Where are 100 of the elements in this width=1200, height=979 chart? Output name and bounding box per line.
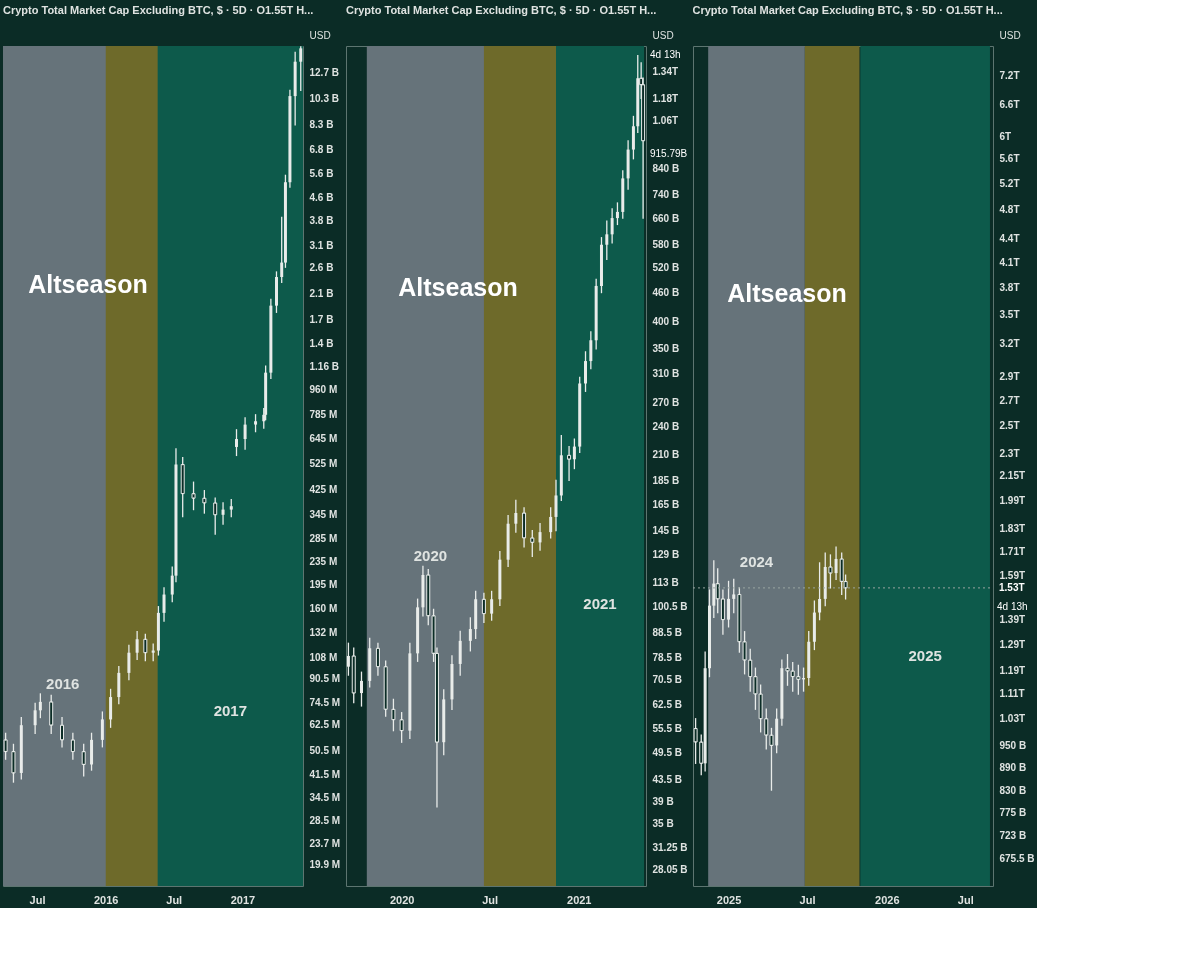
y-axis-title: USD [309, 29, 331, 41]
candlestick [3, 732, 8, 760]
y-tick-label: 4.6 B [309, 191, 334, 203]
y-tick-label: 2.9T [999, 370, 1020, 382]
y-tick-label: 950 B [999, 739, 1027, 751]
y-tick-label: 345 M [309, 509, 338, 521]
y-tick-label: 55.5 B [652, 723, 682, 735]
y-tick-label: 525 M [309, 457, 338, 469]
y-tick-label: 1.11T [999, 688, 1025, 700]
y-tick-label: 3.2T [999, 338, 1020, 350]
y-tick-label: 5.6 B [309, 167, 334, 179]
y-tick-label: 460 B [652, 287, 680, 299]
candlestick [202, 490, 207, 514]
y-tick-label: 195 M [309, 579, 338, 591]
y-tick-label: 210 B [652, 448, 680, 460]
y-tick-label: 2.3T [999, 447, 1020, 459]
y-tick-label: 350 B [652, 343, 680, 355]
y-tick-label: 1.19T [999, 665, 1026, 677]
y-tick-label: 840 B [652, 162, 680, 174]
x-tick-label: Jul [799, 893, 816, 906]
candlestick [522, 507, 527, 548]
y-tick-label: 70.5 B [652, 673, 682, 685]
x-tick-label: Jul [166, 893, 183, 906]
y-tick-label: 4.1T [999, 256, 1020, 268]
y-tick-label: 19.9 M [309, 859, 341, 871]
y-tick-label: 3.1 B [309, 240, 334, 252]
y-tick-label: 425 M [309, 483, 338, 495]
y-tick-label: 1.29T [999, 638, 1026, 650]
chart-title: Crypto Total Market Cap Excluding BTC, $ · 5D · O1.55T H... [3, 4, 314, 16]
annotation: Altseason [398, 273, 518, 302]
band-label: 2017 [213, 702, 248, 720]
y-tick-label: 580 B [652, 239, 680, 251]
y-tick-label: 10.3 B [309, 92, 339, 104]
annotation: Altseason [727, 278, 847, 307]
y-tick-label: 35 B [652, 818, 674, 830]
y-tick-label: 645 M [309, 432, 338, 444]
y-tick-label: 74.5 M [309, 697, 341, 709]
text: 915.79B [650, 147, 688, 159]
candlestick [351, 647, 356, 704]
y-tick-label: 5.2T [999, 177, 1020, 189]
y-tick-label: 3.5T [999, 308, 1020, 320]
y-tick-label: 41.5 M [309, 768, 341, 780]
y-tick-label: 5.6T [999, 153, 1020, 165]
y-tick-label: 270 B [652, 396, 680, 408]
y-tick-label: 145 B [652, 525, 680, 537]
y-tick-label: 1.4 B [309, 337, 334, 349]
y-tick-label: 2.5T [999, 420, 1020, 432]
y-tick-label: 1.71T [999, 545, 1026, 557]
x-tick-label: 2021 [567, 893, 592, 906]
band-label: 2024 [739, 552, 774, 570]
y-tick-label: 520 B [652, 261, 680, 273]
y-tick-label: 1.99T [999, 495, 1026, 507]
x-tick-label: Jul [482, 893, 499, 906]
x-tick-label: 2016 [94, 893, 119, 906]
chart-title: Crypto Total Market Cap Excluding BTC, $ · 5D · O1.55T H... [692, 4, 1003, 16]
y-tick-label: 4.4T [999, 233, 1020, 245]
y-tick-label: 28.05 B [652, 864, 688, 876]
x-tick-label: 2026 [875, 893, 900, 906]
y-tick-label: 740 B [652, 188, 680, 200]
y-tick-label: 1.39T [999, 614, 1026, 626]
y-tick-label: 3.8T [999, 281, 1020, 293]
y-tick-label: 185 B [652, 474, 680, 486]
y-tick-label: 6.6T [999, 99, 1020, 111]
y-tick-label: 1.7 B [309, 313, 334, 325]
y-tick-label: 78.5 B [652, 651, 682, 663]
y-tick-label: 785 M [309, 408, 338, 420]
x-tick-label: Jul [957, 893, 974, 906]
y-tick-label: 830 B [999, 784, 1027, 796]
y-tick-label: 6.8 B [309, 143, 334, 155]
y-tick-label: 34.5 M [309, 791, 341, 803]
y-tick-label: 90.5 M [309, 673, 341, 685]
y-tick-label: 28.5 M [309, 814, 341, 826]
y-tick-label: 2.6 B [309, 261, 334, 273]
y-tick-label: 1.34T [652, 66, 679, 78]
y-tick-label: 49.5 B [652, 746, 682, 758]
y-tick-label: 2.1 B [309, 287, 334, 299]
candlestick [70, 732, 75, 760]
y-tick-label: 400 B [652, 315, 680, 327]
y-axis-title: USD [652, 29, 674, 41]
y-tick-label: 660 B [652, 212, 680, 224]
y-tick-label: 50.5 M [309, 744, 341, 756]
y-tick-label: 2.7T [999, 394, 1020, 406]
y-tick-label: 108 M [309, 651, 338, 663]
candlestick [213, 497, 218, 535]
y-tick-label: 4.8T [999, 204, 1020, 216]
y-tick-label: 240 B [652, 421, 680, 433]
x-tick-label: 2025 [716, 893, 742, 906]
y-tick-label: 1.59T [999, 569, 1026, 581]
y-tick-label: 62.5 M [309, 718, 341, 730]
y-tick-label: 160 M [309, 603, 338, 615]
band-label: 2016 [46, 674, 80, 692]
y-tick-label: 6T [999, 130, 1012, 142]
band-label: 2025 [908, 647, 942, 665]
x-tick-label: 2017 [230, 893, 256, 906]
y-tick-label: 165 B [652, 498, 680, 510]
y-tick-label: 1.18T [652, 92, 679, 104]
y-tick-label: 723 B [999, 830, 1027, 842]
y-tick-label: 1.83T [999, 523, 1026, 535]
y-tick-label: 1.06T [652, 114, 679, 126]
y-tick-label: 235 M [309, 556, 338, 568]
